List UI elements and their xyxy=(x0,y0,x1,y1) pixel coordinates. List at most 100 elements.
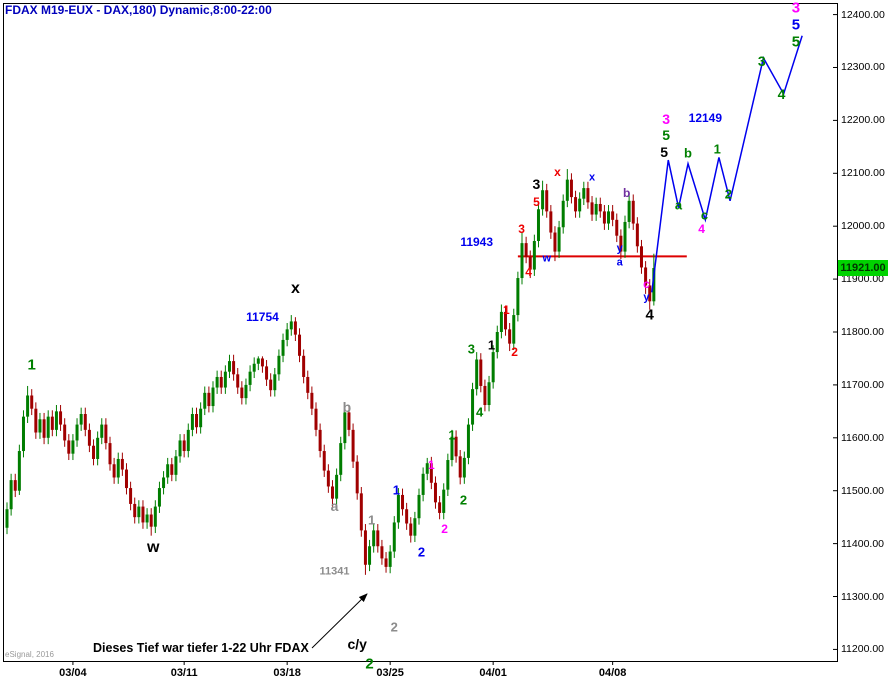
y-axis-label: 11800.00 xyxy=(841,326,885,338)
plot-frame xyxy=(3,3,838,662)
wave-label: x xyxy=(554,164,561,179)
candle xyxy=(298,328,302,363)
candle xyxy=(339,436,343,482)
y-axis-label: 11500.00 xyxy=(841,484,885,497)
candle xyxy=(129,481,133,511)
candle xyxy=(479,353,483,393)
candle xyxy=(83,407,87,437)
candle xyxy=(63,418,67,447)
candle xyxy=(318,423,322,458)
wave-label: c/y xyxy=(347,636,367,653)
annotation-note: Dieses Tief war tiefer 1-22 Uhr FDAX xyxy=(93,641,309,655)
wave-label: 2 xyxy=(390,619,398,635)
candle xyxy=(207,386,211,413)
wave-label: 2 xyxy=(365,655,374,673)
y-axis-label: 11400.00 xyxy=(841,537,885,550)
candle xyxy=(648,279,652,310)
candle xyxy=(541,180,545,216)
candle xyxy=(256,356,260,371)
wave-label: w xyxy=(542,252,551,265)
candle xyxy=(42,412,46,445)
wave-label: w xyxy=(147,538,160,556)
wave-label: c xyxy=(643,277,650,292)
candle xyxy=(355,455,359,500)
y-axis-label: 11900.00 xyxy=(841,273,885,286)
candle xyxy=(578,192,582,218)
wave-label: 11754 xyxy=(246,310,279,325)
copyright-label: eSignal, 2016 xyxy=(5,650,54,659)
y-axis-label: 12400.00 xyxy=(841,8,885,21)
candle xyxy=(203,386,207,416)
wave-label: 1 xyxy=(367,512,376,528)
wave-label: 5 xyxy=(660,144,669,161)
candle xyxy=(594,197,598,221)
candle xyxy=(92,439,96,466)
candle xyxy=(627,193,631,229)
candle xyxy=(182,434,186,458)
candle xyxy=(376,524,380,553)
candle xyxy=(145,508,149,529)
candle xyxy=(508,323,512,352)
candle xyxy=(322,444,326,477)
candle xyxy=(178,434,182,463)
wave-label: 1 xyxy=(428,458,435,473)
candle xyxy=(153,500,157,534)
wave-label: b xyxy=(622,186,631,201)
candle xyxy=(108,436,112,471)
candle xyxy=(38,412,42,439)
candle xyxy=(384,552,388,573)
candle xyxy=(372,524,376,553)
wave-label: 12149 xyxy=(688,110,723,125)
wave-label: x xyxy=(588,171,596,184)
candle xyxy=(236,367,240,394)
candle xyxy=(421,467,425,502)
candle xyxy=(252,357,256,379)
candle xyxy=(483,379,487,412)
wave-label: 3 xyxy=(467,341,475,357)
candle xyxy=(13,473,17,498)
candle xyxy=(314,402,318,437)
wave-label: a xyxy=(330,497,339,514)
candle xyxy=(392,516,396,558)
x-axis-label: 03/25 xyxy=(376,667,404,679)
wave-label: 2 xyxy=(441,522,448,537)
candle xyxy=(293,317,297,341)
wave-label: 5 xyxy=(533,194,540,209)
candle xyxy=(9,473,13,516)
candle xyxy=(586,181,590,209)
candle xyxy=(59,405,63,431)
wave-label: 2 xyxy=(459,492,468,508)
candle xyxy=(96,431,100,466)
candle xyxy=(351,423,355,468)
candle xyxy=(425,457,429,481)
wave-label: 3 xyxy=(757,53,766,70)
wave-label: 3 xyxy=(518,222,525,237)
wave-label: 1 xyxy=(487,337,496,353)
wave-label: b xyxy=(342,399,352,416)
wave-label: 2 xyxy=(724,186,733,202)
candle xyxy=(248,365,252,392)
candle xyxy=(112,457,116,484)
candle xyxy=(302,349,306,384)
candle xyxy=(368,539,372,572)
candle xyxy=(429,456,433,490)
candle xyxy=(141,500,145,529)
candle xyxy=(553,226,557,262)
candle xyxy=(347,406,351,437)
candle xyxy=(639,239,643,274)
last-price-tag: 11921.00 xyxy=(838,259,888,276)
candle xyxy=(273,367,277,397)
wave-label: a xyxy=(616,256,623,269)
candle xyxy=(190,407,194,437)
wave-label: 4 xyxy=(777,86,786,103)
candle xyxy=(149,508,153,536)
candle xyxy=(310,386,314,416)
candle xyxy=(269,373,273,397)
candle xyxy=(133,497,137,524)
wave-label: 1 xyxy=(713,141,721,157)
wave-label: c xyxy=(700,207,709,223)
wave-label: 4 xyxy=(475,404,484,420)
wave-label: 3 xyxy=(532,176,541,193)
